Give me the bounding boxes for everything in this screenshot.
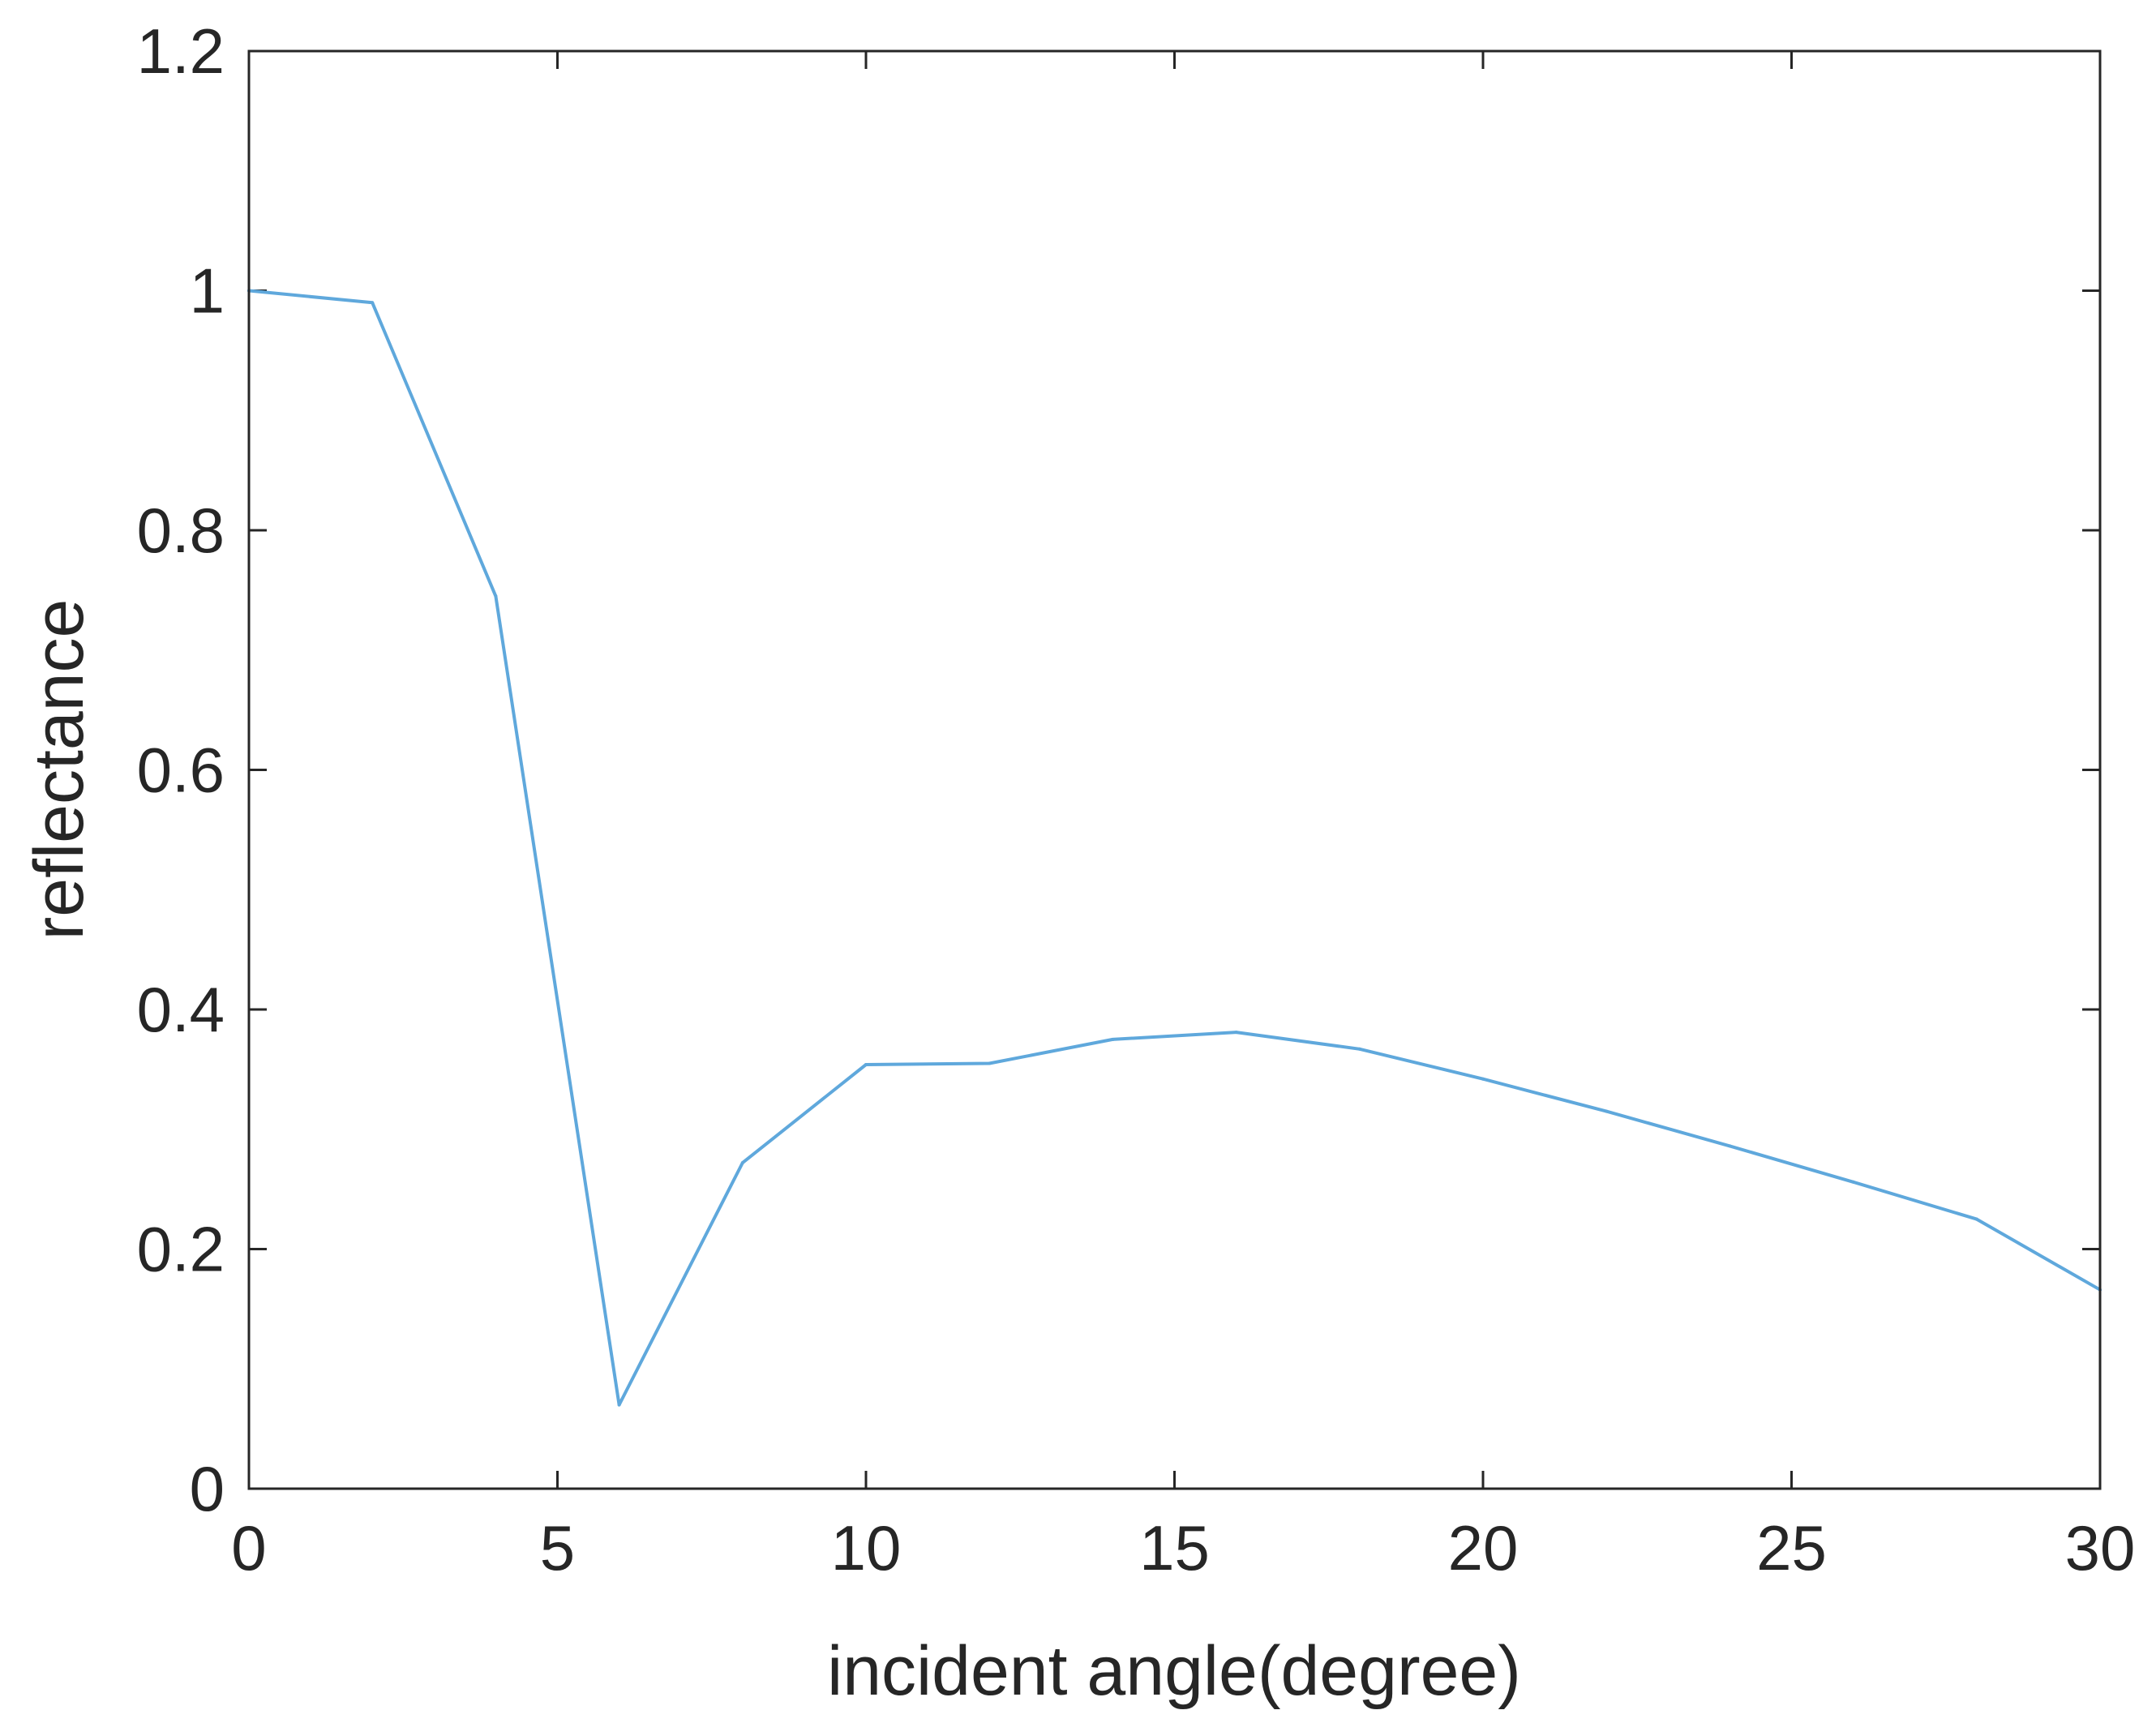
data-point xyxy=(1234,1031,1238,1035)
x-tick-label: 25 xyxy=(1756,1512,1827,1584)
x-tick-label: 30 xyxy=(2065,1512,2136,1584)
y-axis-ticks: 0 0.2 0.4 0.6 0.8 1 1.2 xyxy=(137,15,2100,1524)
x-tick-label: 5 xyxy=(540,1512,575,1584)
data-point xyxy=(1605,1109,1609,1113)
y-tick-label: 0.4 xyxy=(137,974,225,1045)
data-point xyxy=(1111,1037,1115,1041)
y-tick-label: 0.8 xyxy=(137,495,225,566)
data-point xyxy=(740,1161,744,1165)
x-tick-label: 20 xyxy=(1448,1512,1519,1584)
y-tick-label: 0 xyxy=(190,1453,225,1524)
data-point xyxy=(988,1061,992,1065)
y-tick-label: 1 xyxy=(190,255,225,327)
data-point xyxy=(1851,1180,1855,1184)
x-axis-label: incident angle(degree) xyxy=(827,1632,1521,1710)
plot-area xyxy=(249,51,2100,1489)
data-point xyxy=(1728,1144,1732,1148)
axes-box xyxy=(247,49,2102,1490)
y-tick-label: 1.2 xyxy=(137,15,225,87)
data-point xyxy=(617,1403,621,1407)
y-tick-label: 0.2 xyxy=(137,1214,225,1285)
x-tick-label: 0 xyxy=(231,1512,266,1584)
x-tick-label: 15 xyxy=(1139,1512,1210,1584)
x-tick-label: 10 xyxy=(831,1512,902,1584)
data-point xyxy=(1357,1047,1361,1051)
data-point xyxy=(1481,1077,1485,1081)
x-axis-ticks: 0 5 10 15 20 25 30 xyxy=(231,51,2135,1584)
y-tick-label: 0.6 xyxy=(137,735,225,806)
data-point xyxy=(864,1062,868,1066)
data-point xyxy=(1974,1217,1978,1221)
y-axis-label: reflectance xyxy=(20,599,98,941)
data-point xyxy=(371,301,375,305)
series-line xyxy=(247,289,2102,1407)
data-point xyxy=(494,594,498,598)
